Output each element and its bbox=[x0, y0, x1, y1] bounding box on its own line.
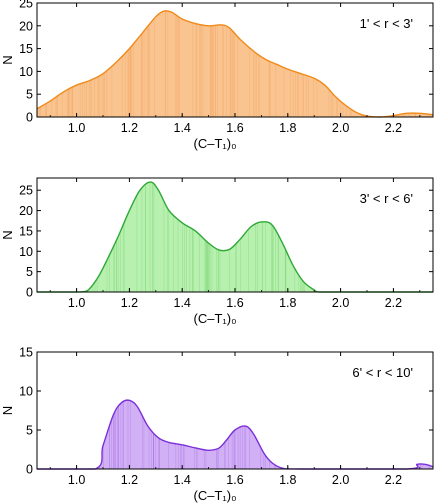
x-tick-label: 1.2 bbox=[121, 296, 138, 310]
x-tick-label: 2.2 bbox=[385, 296, 402, 310]
x-tick-label: 2.0 bbox=[332, 473, 349, 487]
y-tick-label: 20 bbox=[19, 19, 33, 33]
x-axis-title: (C–T₁)₀ bbox=[194, 488, 237, 503]
x-tick-label: 1.4 bbox=[174, 121, 191, 135]
chart-panel-3: 1.0 1.2 1.4 1.6 1.8 2.0 2.2 0 5 10 15 (C–T₁)₀ N 6' < … bbox=[0, 346, 434, 503]
y-tick-label: 15 bbox=[19, 42, 33, 56]
x-tick-label: 1.6 bbox=[226, 121, 243, 135]
density-curve bbox=[37, 181, 433, 293]
y-tick-label: 20 bbox=[19, 204, 33, 218]
x-tick-label: 2.0 bbox=[332, 121, 349, 135]
y-axis-title: N bbox=[0, 55, 15, 64]
y-tick-label: 0 bbox=[26, 463, 33, 477]
x-tick-label: 1.0 bbox=[68, 121, 85, 135]
density-curve bbox=[36, 10, 434, 118]
chart-panel-1: 1.0 1.2 1.4 1.6 1.8 2.0 2.2 0 5 10 15 20 25 (C–T₁)₀ N 1… bbox=[0, 0, 434, 151]
x-tick-label: 1.0 bbox=[68, 296, 85, 310]
radius-range-label: 6' < r < 10' bbox=[352, 365, 413, 380]
chart-panel-2: 1.0 1.2 1.4 1.6 1.8 2.0 2.2 0 5 10 15 20 25 (C–T₁)₀ N 3… bbox=[0, 177, 434, 326]
y-tick-label: 25 bbox=[19, 0, 33, 11]
x-tick-label: 1.0 bbox=[68, 473, 85, 487]
radius-range-label: 1' < r < 3' bbox=[360, 16, 413, 31]
x-tick-label: 1.2 bbox=[121, 473, 138, 487]
x-tick-label: 1.8 bbox=[279, 296, 296, 310]
y-tick-label: 10 bbox=[19, 65, 33, 79]
y-tick-label: 5 bbox=[26, 424, 33, 438]
y-axis-title: N bbox=[0, 406, 15, 415]
density-area bbox=[37, 182, 433, 292]
radius-range-label: 3' < r < 6' bbox=[360, 191, 413, 206]
density-area bbox=[37, 10, 433, 117]
y-axis-title: N bbox=[0, 230, 15, 239]
y-tick-label: 5 bbox=[26, 88, 33, 102]
x-tick-label: 2.0 bbox=[332, 296, 349, 310]
x-tick-label: 1.8 bbox=[279, 473, 296, 487]
y-tick-label: 10 bbox=[19, 385, 33, 399]
y-tick-label: 0 bbox=[26, 286, 33, 300]
x-tick-label: 1.8 bbox=[279, 121, 296, 135]
y-tick-label: 15 bbox=[19, 224, 33, 238]
y-tick-label: 15 bbox=[19, 346, 33, 360]
x-tick-label: 1.4 bbox=[174, 296, 191, 310]
x-tick-label: 1.4 bbox=[174, 473, 191, 487]
x-tick-label: 1.2 bbox=[121, 121, 138, 135]
x-tick-label: 2.2 bbox=[385, 121, 402, 135]
y-tick-label: 25 bbox=[19, 184, 33, 198]
x-tick-label: 1.6 bbox=[226, 296, 243, 310]
x-axis-title: (C–T₁)₀ bbox=[194, 136, 237, 151]
y-tick-label: 10 bbox=[19, 245, 33, 259]
x-axis-title: (C–T₁)₀ bbox=[194, 311, 237, 326]
y-tick-label: 0 bbox=[26, 111, 33, 125]
x-tick-label: 2.2 bbox=[385, 473, 402, 487]
x-tick-label: 1.6 bbox=[226, 473, 243, 487]
y-tick-label: 5 bbox=[26, 265, 33, 279]
